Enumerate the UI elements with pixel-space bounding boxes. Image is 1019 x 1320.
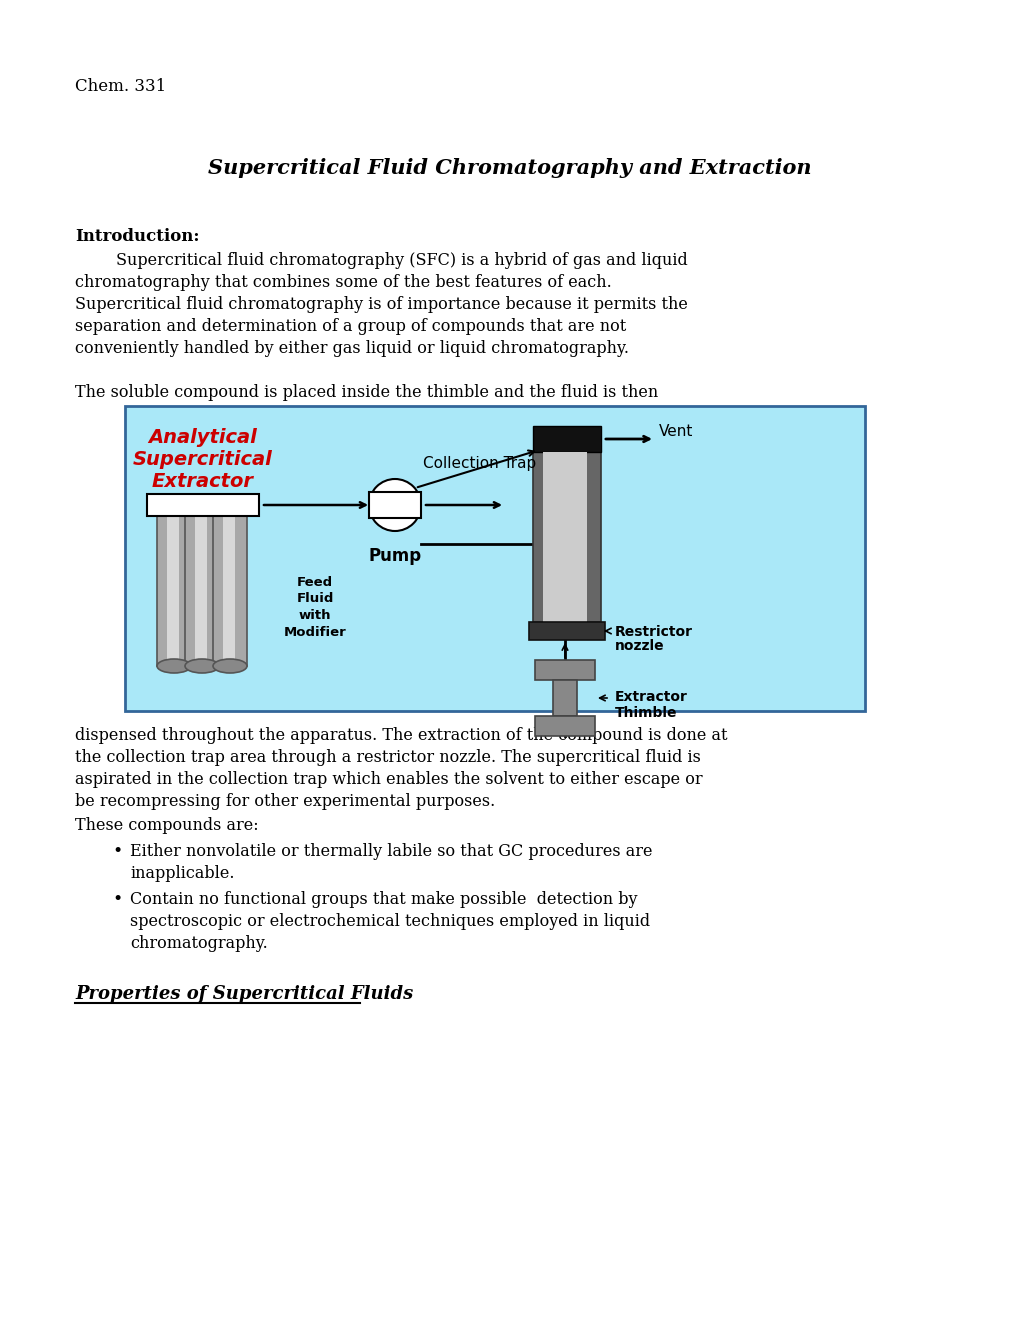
Bar	[223, 506, 234, 667]
Bar	[157, 506, 191, 667]
Text: Introduction:: Introduction:	[75, 228, 200, 246]
Text: dispensed throughout the apparatus. The extraction of the compound is done at: dispensed throughout the apparatus. The …	[75, 727, 727, 744]
Text: inapplicable.: inapplicable.	[129, 865, 234, 882]
Text: Restrictor: Restrictor	[614, 624, 692, 639]
Text: Extractor: Extractor	[614, 690, 687, 704]
Text: be recompressing for other experimental purposes.: be recompressing for other experimental …	[75, 793, 495, 810]
Text: Collection Trap: Collection Trap	[423, 455, 536, 471]
Text: Either nonvolatile or thermally labile so that GC procedures are: Either nonvolatile or thermally labile s…	[129, 843, 652, 861]
Bar	[533, 426, 600, 451]
Text: chromatography.: chromatography.	[129, 935, 268, 952]
Text: Properties of Supercritical Fluids: Properties of Supercritical Fluids	[75, 985, 413, 1003]
Bar	[184, 506, 219, 667]
Text: •: •	[112, 891, 122, 908]
Bar	[542, 451, 586, 622]
Text: nozzle: nozzle	[614, 639, 664, 653]
Bar	[535, 660, 594, 680]
Ellipse shape	[157, 499, 191, 513]
Text: separation and determination of a group of compounds that are not: separation and determination of a group …	[75, 318, 626, 335]
Text: the collection trap area through a restrictor nozzle. The supercritical fluid is: the collection trap area through a restr…	[75, 748, 700, 766]
Text: Thimble: Thimble	[614, 706, 677, 719]
Text: The soluble compound is placed inside the thimble and the fluid is then: The soluble compound is placed inside th…	[75, 384, 657, 401]
Bar	[529, 622, 604, 640]
Text: Extractor: Extractor	[152, 473, 254, 491]
Bar	[125, 407, 864, 711]
Ellipse shape	[184, 499, 219, 513]
Ellipse shape	[213, 659, 247, 673]
Text: Pump: Pump	[368, 546, 421, 565]
Bar	[533, 451, 600, 622]
Text: Supercritical fluid chromatography (SFC) is a hybrid of gas and liquid: Supercritical fluid chromatography (SFC)…	[75, 252, 687, 269]
Text: Chem. 331: Chem. 331	[75, 78, 166, 95]
Text: These compounds are:: These compounds are:	[75, 817, 259, 834]
Text: Analytical: Analytical	[149, 428, 257, 447]
Text: conveniently handled by either gas liquid or liquid chromatography.: conveniently handled by either gas liqui…	[75, 341, 629, 356]
Bar	[535, 715, 594, 737]
Bar	[552, 680, 577, 715]
Bar	[195, 506, 207, 667]
Ellipse shape	[184, 659, 219, 673]
Text: Contain no functional groups that make possible  detection by: Contain no functional groups that make p…	[129, 891, 637, 908]
Text: Supercritical fluid chromatography is of importance because it permits the: Supercritical fluid chromatography is of…	[75, 296, 687, 313]
Bar	[167, 506, 179, 667]
Bar	[213, 506, 247, 667]
Bar	[369, 492, 421, 517]
Text: Supercritical: Supercritical	[133, 450, 273, 469]
Text: aspirated in the collection trap which enables the solvent to either escape or: aspirated in the collection trap which e…	[75, 771, 702, 788]
Text: •: •	[112, 843, 122, 861]
Text: spectroscopic or electrochemical techniques employed in liquid: spectroscopic or electrochemical techniq…	[129, 913, 649, 931]
Ellipse shape	[213, 499, 247, 513]
Text: Feed
Fluid
with
Modifier: Feed Fluid with Modifier	[283, 576, 346, 639]
Ellipse shape	[369, 479, 421, 531]
Bar	[147, 494, 259, 516]
Text: chromatography that combines some of the best features of each.: chromatography that combines some of the…	[75, 275, 611, 290]
Text: Supercritical Fluid Chromatography and Extraction: Supercritical Fluid Chromatography and E…	[208, 158, 811, 178]
Ellipse shape	[157, 659, 191, 673]
Text: Vent: Vent	[658, 424, 693, 438]
